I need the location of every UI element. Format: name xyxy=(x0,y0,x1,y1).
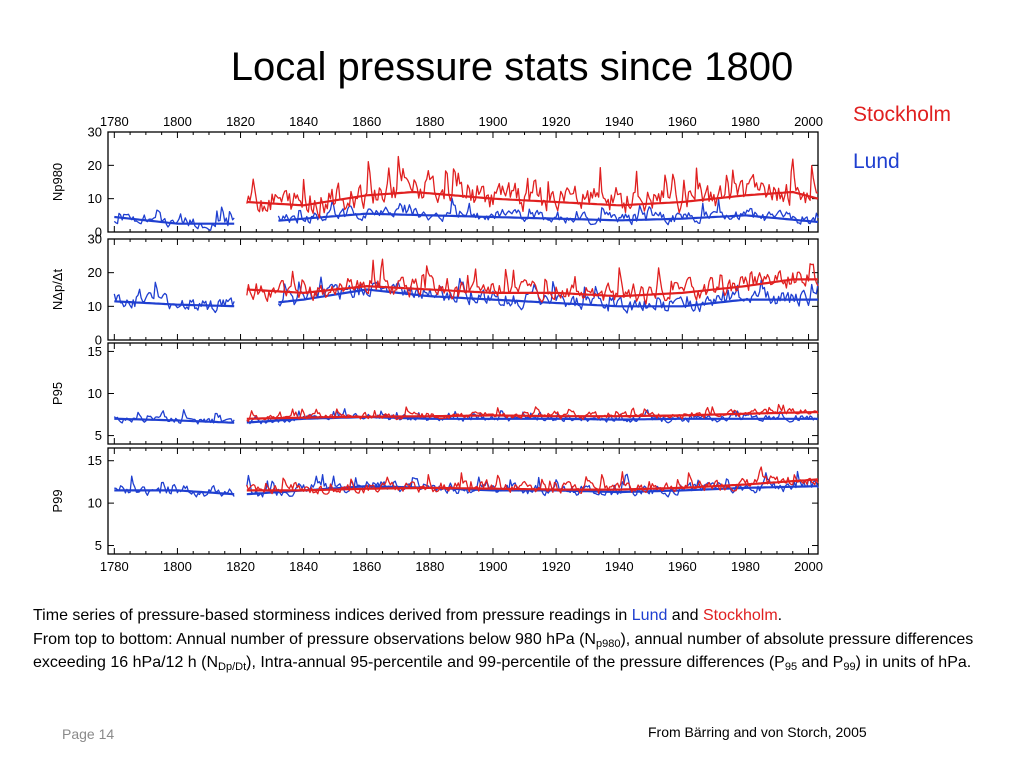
y-axis-label: P95 xyxy=(50,382,65,405)
y-tick-label: 15 xyxy=(88,453,102,468)
figure-caption: Time series of pressure-based storminess… xyxy=(33,604,993,675)
caption-text: ), annual number of absolute pressure di… xyxy=(33,630,974,672)
y-tick-label: 10 xyxy=(88,386,102,401)
panel-frame xyxy=(107,342,819,445)
bottom-tick-label: 1780 xyxy=(100,559,129,574)
page-number: Page 14 xyxy=(62,726,115,742)
top-tick-label: 1820 xyxy=(226,114,255,129)
y-tick-label: 10 xyxy=(88,299,102,314)
lund-series-line xyxy=(113,197,819,231)
caption-text: . xyxy=(777,607,783,624)
caption-text: ), Intra-annual 95-percentile and 99-per… xyxy=(246,654,785,671)
y-tick-label: 0 xyxy=(95,225,102,240)
caption-subscript: 95 xyxy=(784,661,798,673)
y-tick-label: 5 xyxy=(95,538,102,553)
top-tick-label: 2000 xyxy=(794,114,823,129)
caption-subscript: 99 xyxy=(843,661,856,673)
y-axis-label: NΔp/Δt xyxy=(50,269,65,311)
caption-subscript: p980 xyxy=(595,637,621,650)
bottom-tick-label: 1840 xyxy=(289,559,318,574)
y-axis-label: Np980 xyxy=(50,163,65,201)
stockholm-trend-line xyxy=(246,478,819,492)
bottom-tick-label: 1940 xyxy=(605,559,634,574)
panel-frame xyxy=(107,131,819,233)
legend-lund: Lund xyxy=(853,150,900,173)
bottom-tick-label: 1980 xyxy=(731,559,760,574)
top-tick-label: 1920 xyxy=(542,114,571,129)
panel-frame xyxy=(107,447,819,555)
top-tick-label: 1860 xyxy=(352,114,381,129)
caption-text: Time series of pressure-based storminess… xyxy=(33,607,632,624)
top-tick-label: 1800 xyxy=(163,114,192,129)
bottom-tick-label: 1900 xyxy=(479,559,508,574)
stockholm-series-line xyxy=(246,155,819,219)
bottom-tick-label: 1800 xyxy=(163,559,192,574)
top-tick-label: 1780 xyxy=(100,114,129,129)
top-tick-label: 1900 xyxy=(479,114,508,129)
caption-stockholm: Stockholm xyxy=(702,607,778,624)
caption-text: ) in units of hPa. xyxy=(855,654,972,671)
bottom-tick-label: 1960 xyxy=(668,559,697,574)
caption-subscript: Dp/Dt xyxy=(218,661,247,673)
y-axis-label: P99 xyxy=(50,489,65,512)
top-tick-label: 1940 xyxy=(605,114,634,129)
stockholm-trend-line xyxy=(246,410,819,420)
bottom-tick-label: 2000 xyxy=(794,559,823,574)
bottom-tick-label: 1860 xyxy=(352,559,381,574)
top-tick-label: 1880 xyxy=(415,114,444,129)
y-tick-label: 20 xyxy=(88,158,102,173)
top-tick-label: 1980 xyxy=(731,114,760,129)
stockholm-series-line xyxy=(246,258,819,305)
bottom-tick-label: 1820 xyxy=(226,559,255,574)
y-tick-label: 5 xyxy=(95,428,102,443)
y-tick-label: 15 xyxy=(88,344,102,359)
caption-text: and xyxy=(667,607,703,624)
y-tick-label: 0 xyxy=(95,333,102,348)
stockholm-trend-line xyxy=(246,278,818,298)
bottom-tick-label: 1920 xyxy=(542,559,571,574)
slide-title: Local pressure stats since 1800 xyxy=(230,45,794,89)
y-tick-label: 10 xyxy=(88,191,102,206)
top-tick-label: 1840 xyxy=(289,114,318,129)
caption-text: From top to bottom: Annual number of pre… xyxy=(33,630,596,648)
panel-frame xyxy=(107,238,819,341)
caption-lund: Lund xyxy=(631,607,668,624)
lund-trend-line xyxy=(114,212,819,225)
legend-stockholm: Stockholm xyxy=(853,103,952,126)
storminess-figure: 1780 1800 1820 1840 1860 1880 1900 1920 1940 1960… xyxy=(50,114,823,574)
caption-text: and P xyxy=(797,654,844,671)
bottom-tick-label: 1880 xyxy=(415,559,444,574)
y-tick-label: 10 xyxy=(88,496,102,511)
y-tick-label: 20 xyxy=(88,265,102,280)
source-credit: From Bärring and von Storch, 2005 xyxy=(648,724,867,740)
top-tick-label: 1960 xyxy=(668,114,697,129)
y-tick-label: 30 xyxy=(88,125,102,140)
stockholm-trend-line xyxy=(246,190,819,207)
y-tick-label: 30 xyxy=(88,232,102,247)
